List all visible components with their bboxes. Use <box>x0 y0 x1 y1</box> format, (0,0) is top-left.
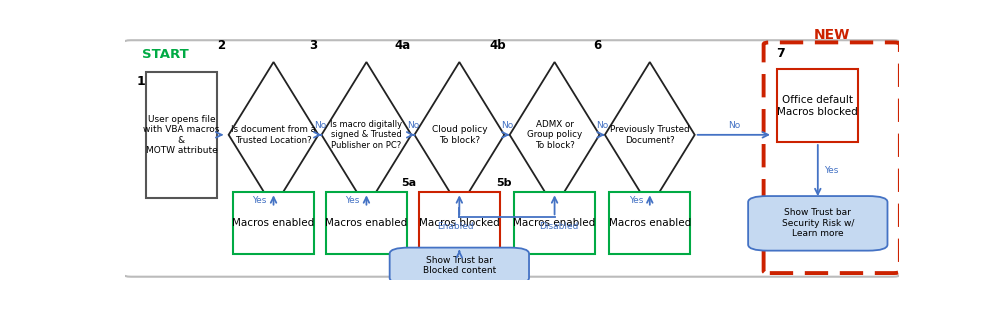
Text: 4a: 4a <box>395 39 411 52</box>
Text: 7: 7 <box>776 47 785 60</box>
Text: No: No <box>314 121 326 129</box>
Text: Yes: Yes <box>628 196 643 204</box>
FancyBboxPatch shape <box>146 72 217 198</box>
Text: Enabled: Enabled <box>438 222 474 231</box>
Text: Macros enabled: Macros enabled <box>608 218 691 228</box>
Text: Show Trust bar
Security Risk w/
Learn more: Show Trust bar Security Risk w/ Learn mo… <box>781 209 854 238</box>
Text: No: No <box>407 121 419 129</box>
Text: Disabled: Disabled <box>538 222 578 231</box>
Text: Macros enabled: Macros enabled <box>233 218 315 228</box>
Text: 1: 1 <box>137 75 145 88</box>
FancyBboxPatch shape <box>777 69 858 142</box>
Text: Macros blocked: Macros blocked <box>419 218 500 228</box>
FancyBboxPatch shape <box>748 196 887 251</box>
Text: No: No <box>596 121 608 129</box>
Text: 4b: 4b <box>490 39 505 52</box>
FancyBboxPatch shape <box>326 192 407 254</box>
Text: Office default
Macros blocked: Office default Macros blocked <box>777 95 858 117</box>
Text: 3: 3 <box>310 39 318 52</box>
Text: Macros enabled: Macros enabled <box>326 218 408 228</box>
FancyBboxPatch shape <box>609 192 690 254</box>
Text: Yes: Yes <box>824 166 839 175</box>
Text: Yes: Yes <box>346 196 360 204</box>
Text: 2: 2 <box>217 39 225 52</box>
Text: 5a: 5a <box>402 178 417 187</box>
FancyBboxPatch shape <box>123 40 901 277</box>
Text: Show Trust bar
Blocked content: Show Trust bar Blocked content <box>423 256 496 276</box>
FancyBboxPatch shape <box>513 192 595 254</box>
Text: Macros enabled: Macros enabled <box>513 218 595 228</box>
Text: No: No <box>500 121 513 129</box>
Text: Cloud policy
To block?: Cloud policy To block? <box>432 125 488 145</box>
FancyBboxPatch shape <box>390 248 529 284</box>
FancyBboxPatch shape <box>419 192 500 254</box>
Text: No: No <box>727 121 740 129</box>
Text: Is document from a
Trusted Location?: Is document from a Trusted Location? <box>231 125 316 145</box>
Text: Previously Trusted
Document?: Previously Trusted Document? <box>610 125 689 145</box>
Text: 5b: 5b <box>497 178 511 187</box>
Text: Yes: Yes <box>253 196 267 204</box>
Text: ADMX or
Group policy
To block?: ADMX or Group policy To block? <box>527 120 582 150</box>
Text: User opens file
with VBA macros
&
MOTW attribute: User opens file with VBA macros & MOTW a… <box>143 115 220 155</box>
Text: 6: 6 <box>592 39 601 52</box>
Text: START: START <box>142 48 189 60</box>
FancyBboxPatch shape <box>233 192 314 254</box>
Text: NEW: NEW <box>813 28 850 42</box>
Text: Is macro digitally
signed & Trusted
Publisher on PC?: Is macro digitally signed & Trusted Publ… <box>331 120 403 150</box>
